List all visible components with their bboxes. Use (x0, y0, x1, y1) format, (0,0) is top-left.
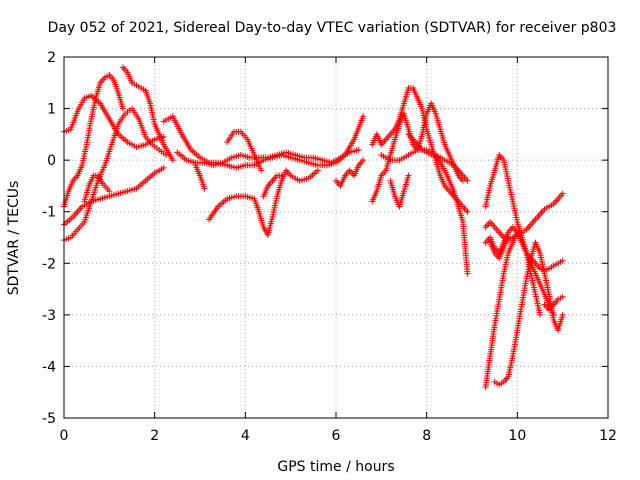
y-tick-label: 2 (47, 50, 56, 66)
plus-marker (106, 188, 113, 195)
plus-marker (163, 151, 169, 158)
plus-marker (201, 185, 208, 192)
x-tick-label: 0 (60, 428, 69, 444)
series-track-13 (333, 157, 367, 189)
y-tick-label: -4 (42, 359, 56, 375)
x-tick-label: 12 (599, 428, 617, 444)
y-tick-label: -3 (42, 308, 56, 324)
plus-marker (258, 167, 265, 174)
plus-marker (119, 105, 126, 112)
series-track-11 (224, 128, 265, 174)
y-tick-label: -2 (42, 256, 56, 272)
series-track-3 (119, 64, 176, 164)
series-track-17 (405, 131, 471, 184)
y-tick-label: -5 (42, 411, 56, 427)
y-axis-label: SDTVAR / TECUs (6, 181, 22, 296)
plus-marker (160, 164, 167, 171)
series-track-23 (482, 151, 557, 318)
x-tick-label: 8 (422, 428, 431, 444)
plus-marker (559, 190, 566, 197)
plus-marker (464, 208, 471, 215)
plus-marker (550, 311, 557, 318)
series-track-12 (260, 172, 285, 200)
plus-marker (169, 157, 176, 164)
x-axis-label: GPS time / hours (277, 459, 394, 475)
plus-marker (537, 311, 543, 318)
x-tick-label: 4 (241, 428, 250, 444)
series-track-18 (387, 172, 412, 210)
plus-marker (559, 311, 566, 318)
series-track-9 (192, 162, 208, 192)
plus-marker (278, 172, 285, 179)
y-tick-label: 1 (47, 102, 56, 118)
plus-marker (505, 234, 512, 241)
series-track-10 (206, 167, 321, 238)
plus-marker (355, 146, 362, 153)
plus-marker (559, 257, 566, 264)
x-tick-label: 6 (332, 428, 341, 444)
x-tick-label: 10 (508, 428, 526, 444)
series-track-1 (61, 92, 167, 151)
y-tick-label: 0 (47, 153, 56, 169)
plus-marker (559, 293, 566, 300)
x-tick-label: 2 (150, 428, 159, 444)
plus-marker (360, 113, 367, 120)
series-track-8 (174, 146, 362, 169)
chart-title: Day 052 of 2021, Sidereal Day-to-day VTE… (48, 20, 617, 36)
plot-frame (63, 56, 609, 419)
plus-marker (360, 157, 367, 164)
series-track-6 (81, 172, 113, 205)
series-track-24 (541, 293, 566, 313)
series-track-25 (487, 234, 512, 262)
y-tick-label: -1 (42, 205, 56, 221)
series-track-14 (369, 84, 471, 215)
plus-marker (314, 167, 321, 174)
plus-marker (405, 172, 412, 179)
plus-marker (464, 177, 471, 184)
plus-marker (464, 270, 471, 277)
